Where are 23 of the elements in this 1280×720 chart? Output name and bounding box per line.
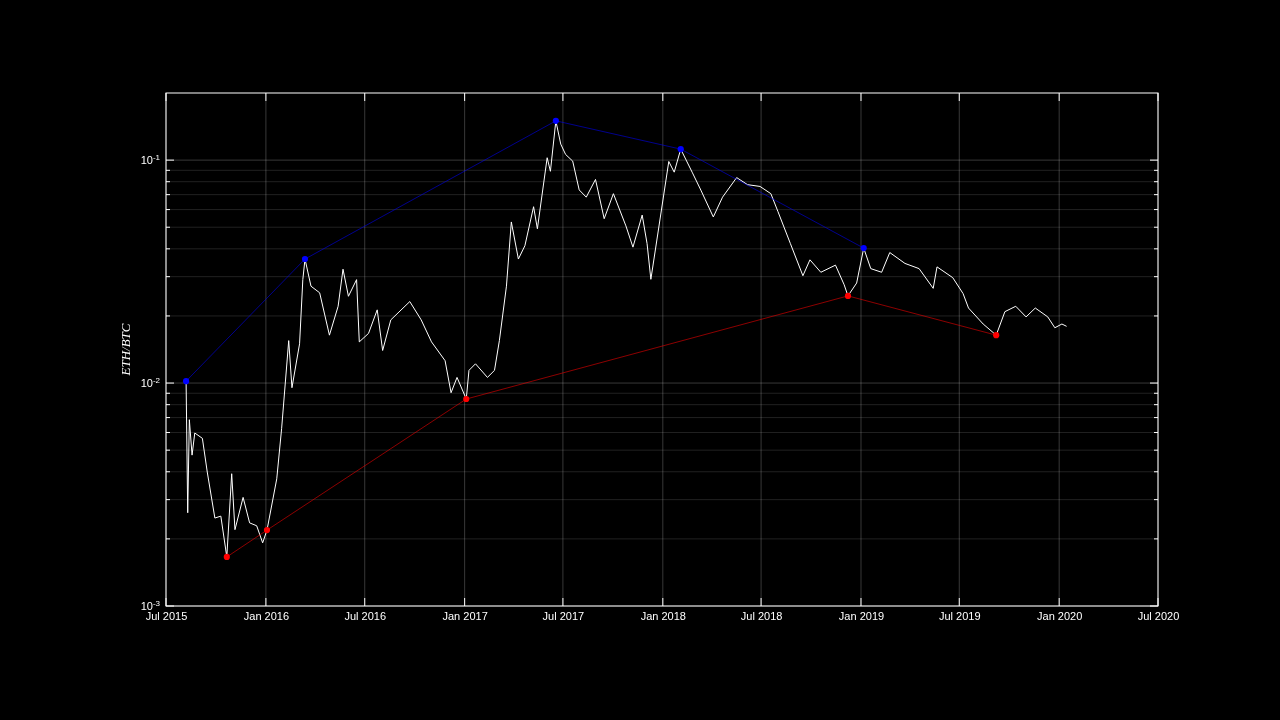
x-tick-label: Jul 2020: [1137, 609, 1180, 622]
point: [301, 255, 309, 263]
y-tick-label: 10$^{-1}$: [140, 152, 161, 167]
x-tick-label: Jan 2019: [838, 609, 885, 622]
x-tick-label: Jul 2019: [938, 609, 981, 622]
y-axis-title: ETH/BTC: [118, 323, 133, 377]
point: [552, 117, 559, 124]
x-tick-label: Jan 2020: [1037, 609, 1083, 622]
point: [860, 245, 867, 252]
x-tick-label: Jan 2017: [442, 609, 488, 622]
x-tick-label: Jan 2018: [640, 609, 686, 622]
point: [263, 527, 271, 534]
x-tick-label: Jul 2017: [542, 609, 585, 622]
point: [223, 553, 230, 561]
x-tick-label: Jul 2016: [344, 609, 387, 622]
point: [677, 146, 684, 153]
point: [844, 292, 852, 299]
point: [993, 332, 1000, 339]
point: [183, 378, 190, 385]
x-tick-label: Jul 2018: [740, 609, 783, 622]
x-tick-label: Jan 2016: [243, 609, 290, 622]
y-tick-label: 10$^{-2}$: [140, 375, 161, 390]
point: [463, 395, 470, 403]
